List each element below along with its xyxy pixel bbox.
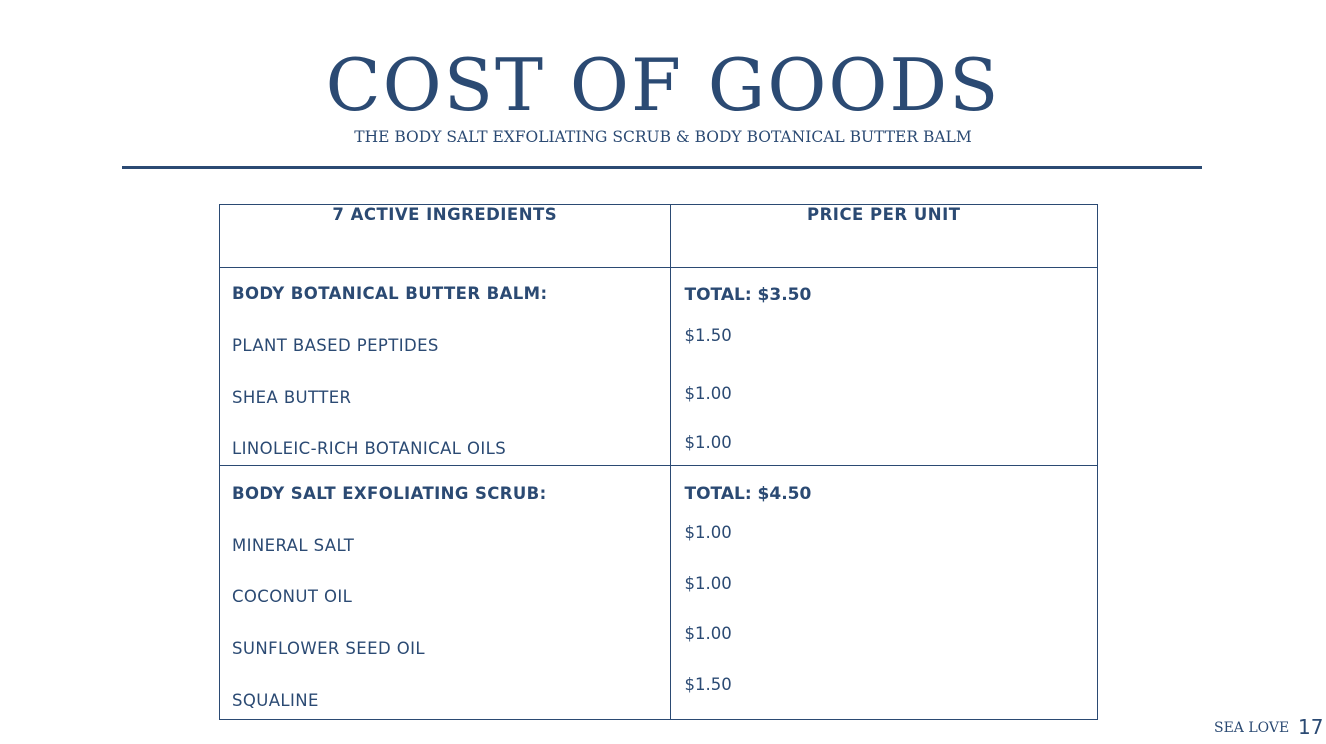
table-row: BODY BOTANICAL BUTTER BALM: PLANT BASED … bbox=[219, 267, 1098, 466]
page-subtitle: THE BODY SALT EXFOLIATING SCRUB & BODY B… bbox=[354, 128, 972, 146]
section-ingredients-cell: BODY BOTANICAL BUTTER BALM: PLANT BASED … bbox=[219, 267, 671, 466]
column-header-ingredients: 7 ACTIVE INGREDIENTS bbox=[219, 204, 671, 268]
ingredient-price: $1.00 bbox=[684, 574, 732, 593]
ingredient-price: $1.00 bbox=[684, 624, 732, 643]
table-row: BODY SALT EXFOLIATING SCRUB: MINERAL SAL… bbox=[219, 465, 1098, 720]
table-header-row: 7 ACTIVE INGREDIENTS PRICE PER UNIT bbox=[219, 204, 1098, 268]
ingredient-name: SUNFLOWER SEED OIL bbox=[232, 639, 425, 658]
ingredient-name: PLANT BASED PEPTIDES bbox=[232, 336, 439, 355]
section-total: TOTAL: $4.50 bbox=[684, 484, 812, 504]
section-prices-cell: TOTAL: $3.50 $1.50 $1.00 $1.00 bbox=[669, 267, 1098, 466]
page-title: COST OF GOODS bbox=[325, 43, 1001, 127]
ingredient-price: $1.50 bbox=[684, 326, 732, 345]
ingredient-price: $1.00 bbox=[684, 433, 732, 452]
footer-brand: SEA LOVE bbox=[1214, 720, 1290, 736]
section-ingredients-cell: BODY SALT EXFOLIATING SCRUB: MINERAL SAL… bbox=[219, 465, 671, 720]
section-name: BODY BOTANICAL BUTTER BALM: bbox=[232, 284, 548, 303]
ingredient-name: SQUALINE bbox=[232, 691, 319, 710]
ingredient-name: COCONUT OIL bbox=[232, 587, 353, 606]
section-prices-cell: TOTAL: $4.50 $1.00 $1.00 $1.00 $1.50 bbox=[669, 465, 1098, 720]
section-total: TOTAL: $3.50 bbox=[684, 285, 812, 305]
page-number: 17 bbox=[1298, 715, 1324, 739]
cost-of-goods-table: 7 ACTIVE INGREDIENTS PRICE PER UNIT BODY… bbox=[219, 204, 1098, 720]
title-divider bbox=[122, 166, 1202, 169]
ingredient-name: MINERAL SALT bbox=[232, 536, 355, 555]
ingredient-name: SHEA BUTTER bbox=[232, 388, 352, 407]
ingredient-price: $1.00 bbox=[684, 384, 732, 403]
column-header-price: PRICE PER UNIT bbox=[669, 204, 1098, 268]
ingredient-name: LINOLEIC-RICH BOTANICAL OILS bbox=[232, 439, 507, 458]
ingredient-price: $1.50 bbox=[684, 675, 732, 694]
section-name: BODY SALT EXFOLIATING SCRUB: bbox=[232, 484, 547, 503]
ingredient-price: $1.00 bbox=[684, 523, 732, 542]
